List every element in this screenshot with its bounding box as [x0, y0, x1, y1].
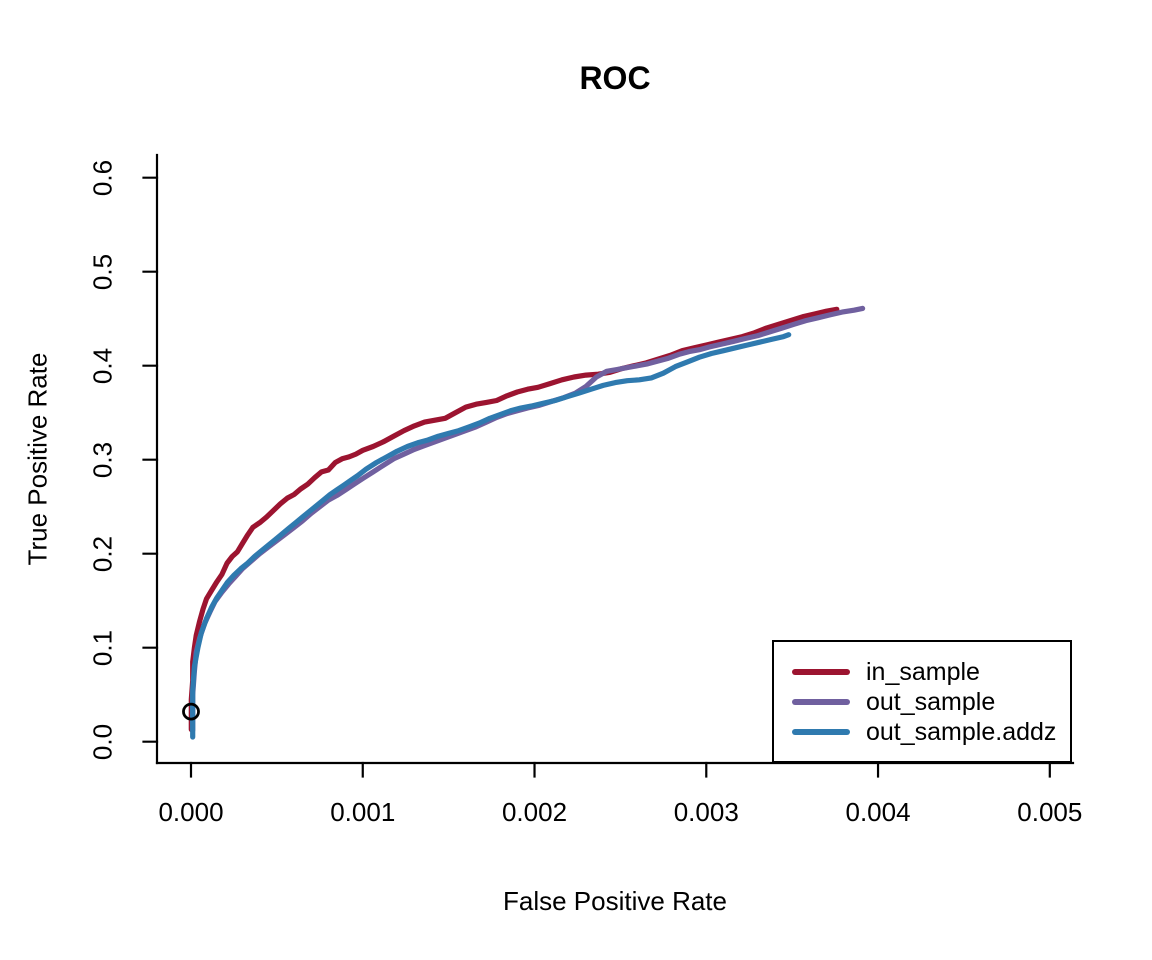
x-tick-label: 0.001	[330, 797, 396, 827]
x-tick-label: 0.003	[673, 797, 739, 827]
axes	[142, 153, 1075, 778]
legend: in_sample out_sample out_sample.addz	[772, 640, 1072, 763]
y-tick-label: 0.1	[87, 629, 118, 666]
legend-label: in_sample	[866, 657, 980, 686]
legend-line-swatch	[792, 669, 850, 675]
x-axis-label: False Positive Rate	[503, 886, 727, 916]
x-tick-label: 0.004	[845, 797, 911, 827]
roc-curves	[188, 305, 866, 740]
y-tick-label: 0.4	[87, 347, 118, 384]
y-tick-label: 0.5	[87, 253, 118, 290]
y-tick-label: 0.0	[87, 723, 118, 760]
roc-curve-out_sample.addz	[190, 332, 792, 740]
y-tick-label: 0.3	[87, 441, 118, 478]
legend-row: out_sample	[774, 687, 1070, 717]
x-tick-label: 0.000	[158, 797, 224, 827]
legend-row: in_sample	[774, 657, 1070, 687]
chart-title: ROC	[579, 60, 651, 96]
y-tick-label: 0.6	[87, 159, 118, 196]
x-tick-label: 0.002	[501, 797, 568, 827]
legend-label: out_sample.addz	[866, 717, 1057, 746]
legend-row: out_sample.addz	[774, 717, 1070, 747]
legend-line-swatch	[792, 729, 850, 735]
legend-label: out_sample	[866, 687, 996, 716]
origin-marker	[182, 702, 200, 721]
open-circle-marker	[182, 702, 200, 721]
roc-curve-out_sample	[190, 305, 866, 733]
roc-curve-in_sample	[188, 306, 840, 733]
legend-line-swatch	[792, 699, 850, 705]
x-tick-label: 0.005	[1017, 797, 1083, 827]
y-axis-label: True Positive Rate	[22, 352, 53, 566]
y-tick-label: 0.2	[87, 535, 118, 572]
